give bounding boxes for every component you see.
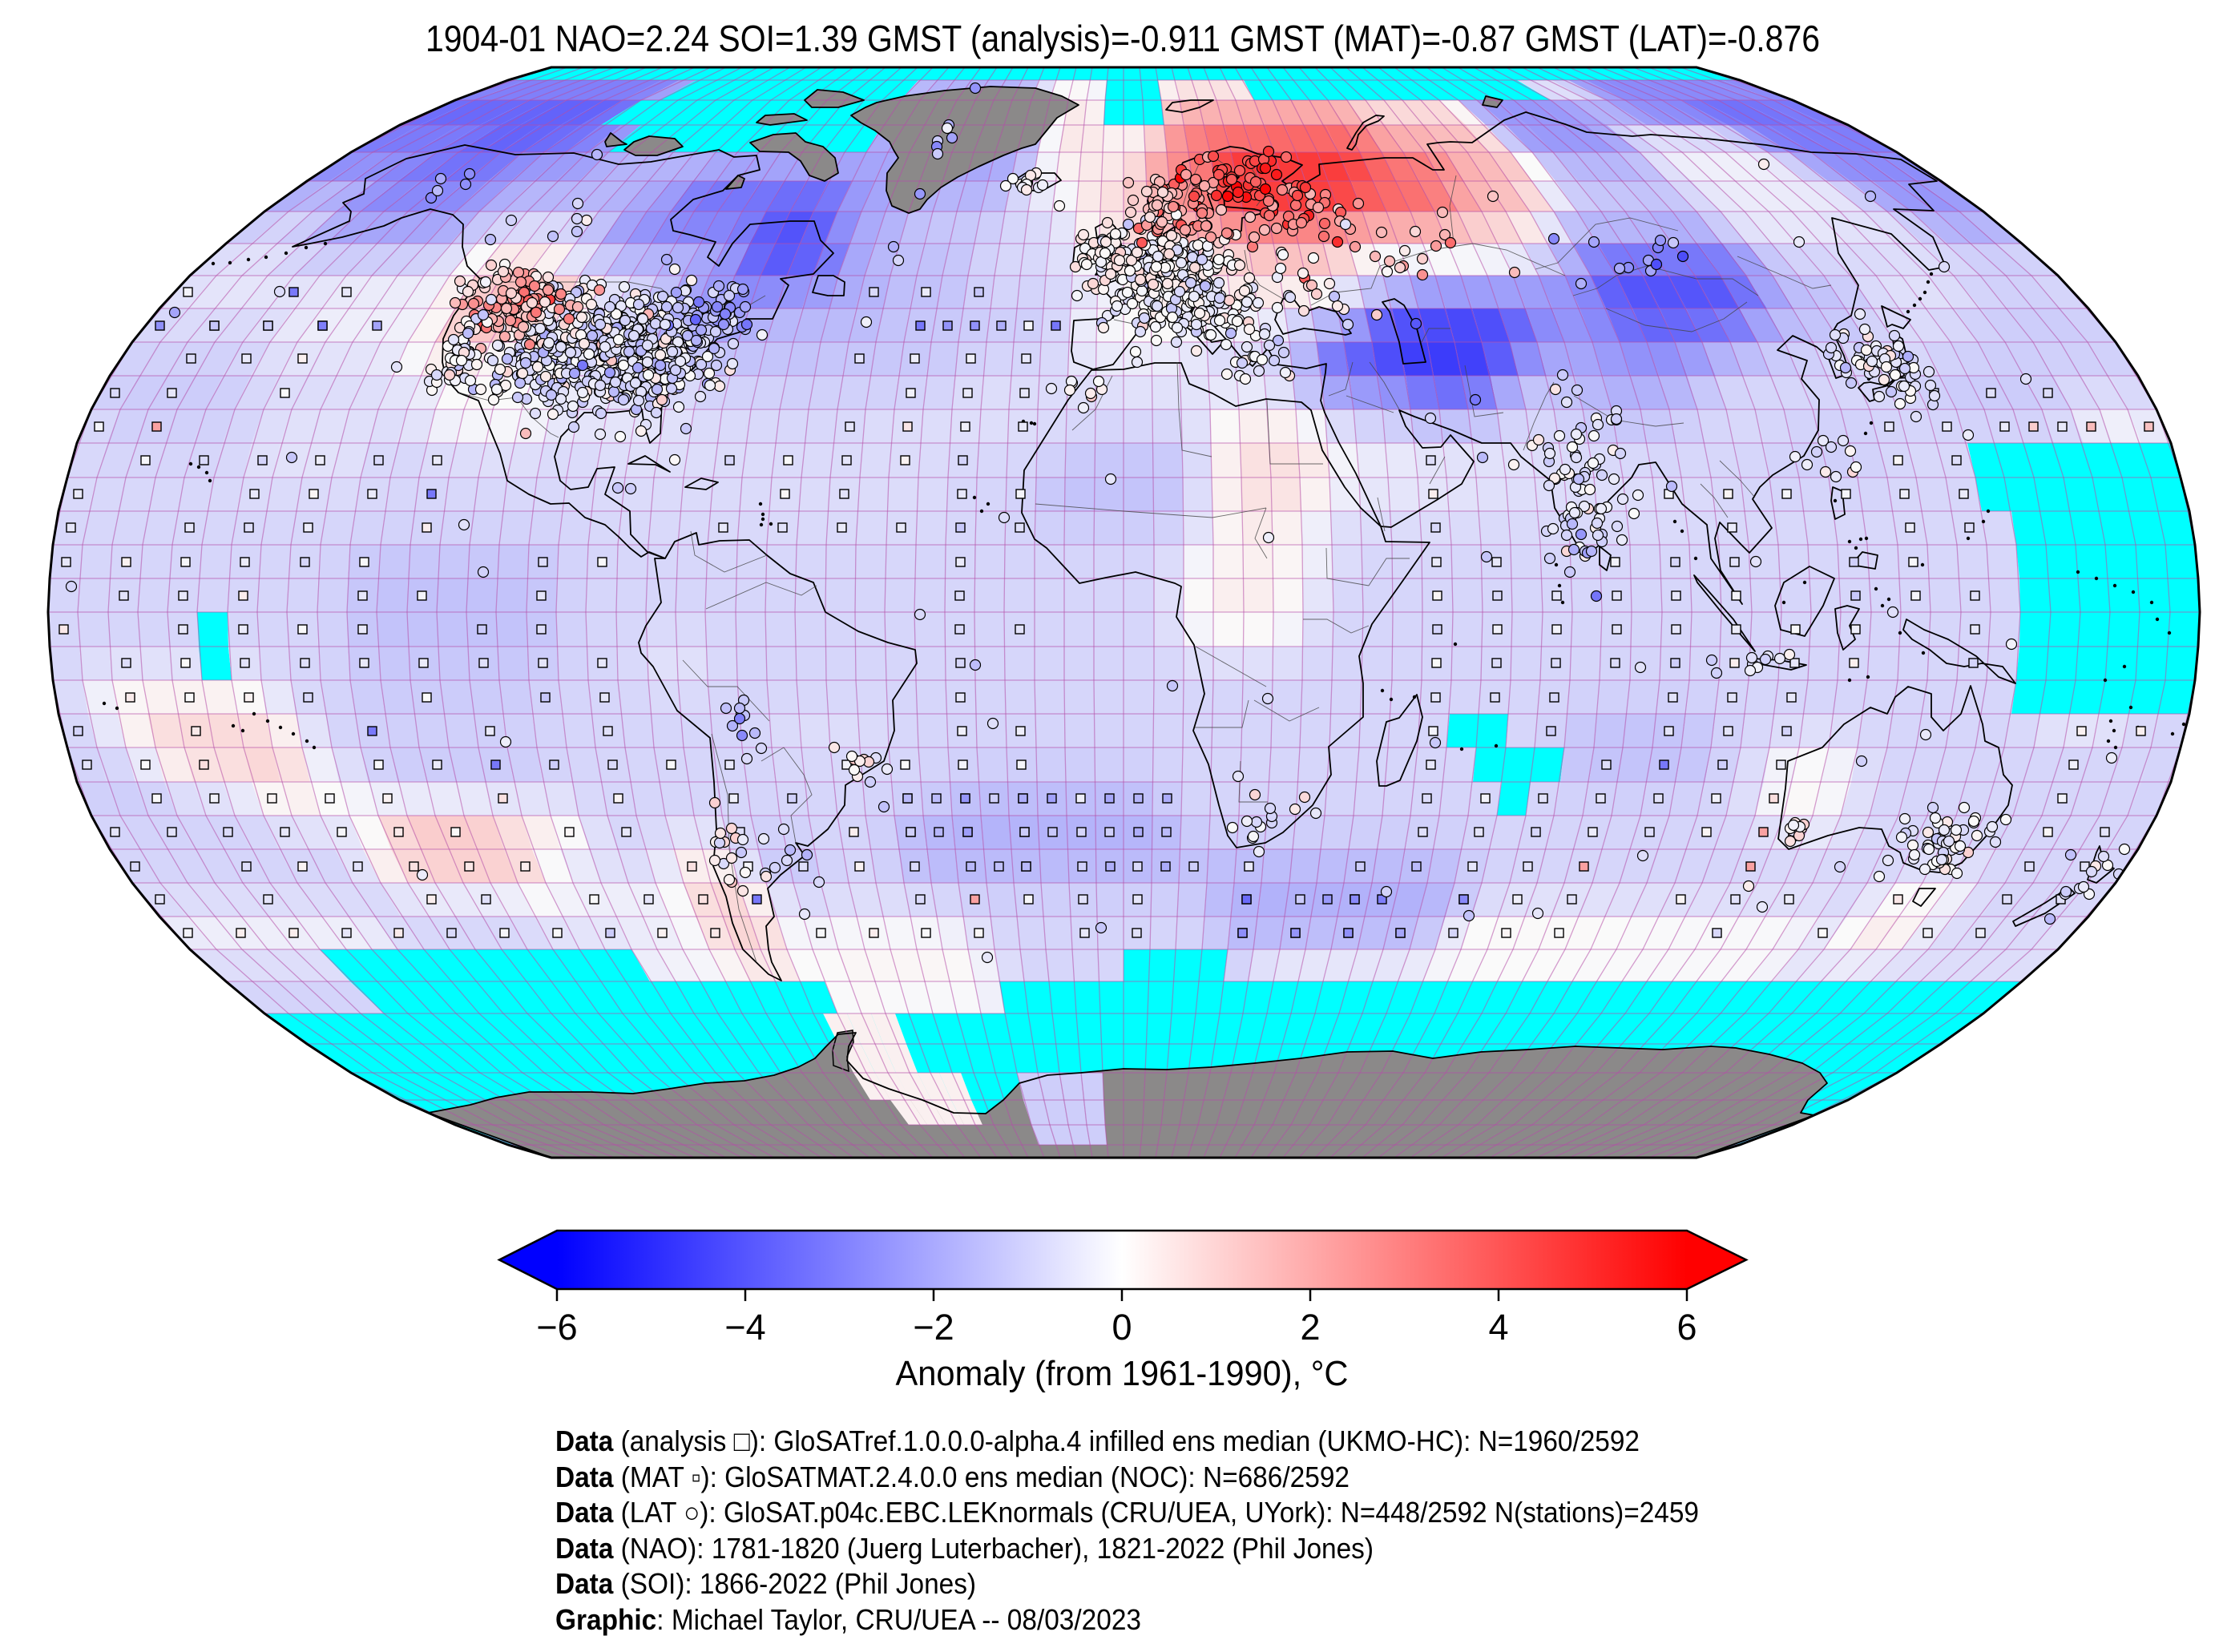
svg-text:6: 6	[1676, 1307, 1697, 1348]
svg-text:Graphic: Michael Taylor, CRU/U: Graphic: Michael Taylor, CRU/UEA -- 08/0…	[555, 1603, 1141, 1636]
svg-text:−2: −2	[913, 1307, 954, 1348]
svg-text:Data (LAT ○): GloSAT.p04c.EBC.: Data (LAT ○): GloSAT.p04c.EBC.LEKnormals…	[555, 1496, 1699, 1529]
svg-text:Data (analysis □): GloSATref.1: Data (analysis □): GloSATref.1.0.0.0-alp…	[555, 1424, 1640, 1457]
svg-text:Data (MAT ▫): GloSATMAT.2.4.0.: Data (MAT ▫): GloSATMAT.2.4.0.0 ens medi…	[555, 1461, 1350, 1493]
svg-text:Anomaly (from 1961-1990), °C: Anomaly (from 1961-1990), °C	[896, 1354, 1349, 1393]
svg-text:0: 0	[1112, 1307, 1132, 1348]
svg-text:Data (NAO): 1781-1820 (Juerg L: Data (NAO): 1781-1820 (Juerg Luterbacher…	[555, 1532, 1374, 1565]
svg-text:1904-01 NAO=2.24 SOI=1.39 GMST: 1904-01 NAO=2.24 SOI=1.39 GMST (analysis…	[426, 18, 1820, 59]
svg-text:4: 4	[1488, 1307, 1508, 1348]
svg-text:−4: −4	[724, 1307, 765, 1348]
svg-text:Data (SOI): 1866-2022 (Phil Jo: Data (SOI): 1866-2022 (Phil Jones)	[555, 1567, 976, 1600]
svg-text:2: 2	[1300, 1307, 1320, 1348]
svg-text:−6: −6	[536, 1307, 577, 1348]
